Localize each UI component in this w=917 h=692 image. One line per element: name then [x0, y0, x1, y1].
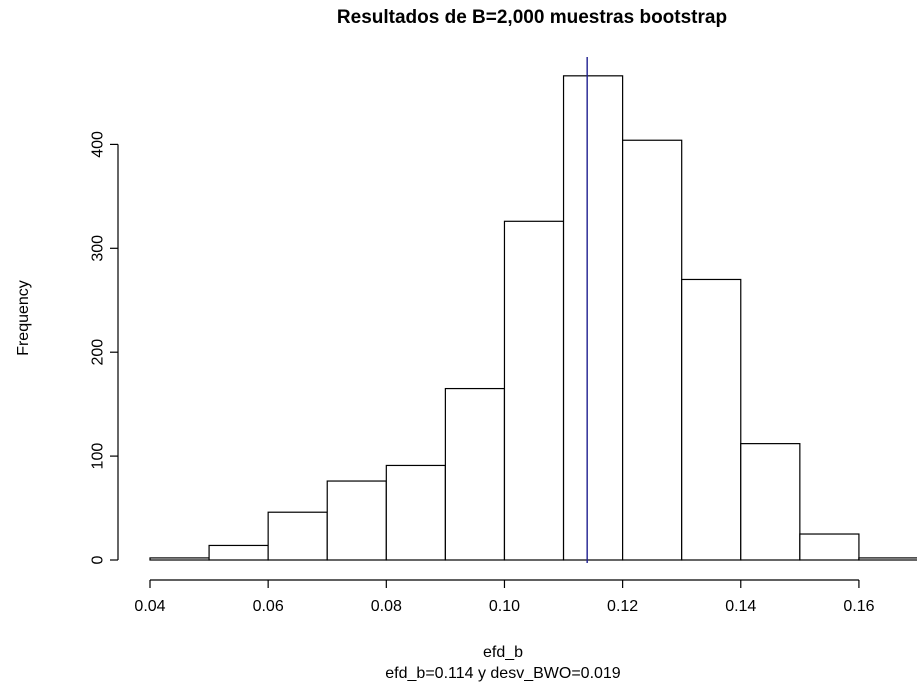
histogram-bar [208, 544, 269, 561]
histogram-bar [799, 533, 860, 561]
histogram-bar [858, 557, 917, 561]
bars-layer [149, 75, 917, 561]
histogram-bar [385, 464, 446, 561]
histogram-bar [562, 75, 624, 561]
x-tick-label: 0.08 [371, 598, 402, 615]
x-tick-label: 0.04 [134, 598, 165, 615]
histogram-bar [267, 511, 328, 561]
y-axis-label: Frequency [15, 280, 32, 356]
x-axis-label: efd_b [483, 644, 523, 661]
x-axis: 0.04 0.06 0.08 0.10 0.12 0.14 0.16 [134, 579, 875, 615]
histogram-bar [326, 480, 387, 561]
chart-title: Resultados de B=2,000 muestras bootstrap [337, 7, 727, 28]
histogram-bar [444, 387, 506, 561]
y-tick-label: 300 [90, 235, 107, 262]
y-tick-label: 0 [90, 555, 107, 564]
x-tick-label: 0.14 [725, 598, 756, 615]
y-axis: 0 100 200 300 400 [90, 131, 119, 564]
histogram-bar [503, 220, 565, 561]
histogram-bar [740, 443, 801, 561]
histogram-bar [622, 139, 683, 561]
y-tick-label: 400 [90, 131, 107, 158]
histogram-bar [149, 557, 210, 561]
x-tick-label: 0.12 [607, 598, 638, 615]
y-tick-label: 100 [90, 443, 107, 470]
x-tick-label: 0.16 [843, 598, 874, 615]
chart-subtitle: efd_b=0.114 y desv_BWO=0.019 [385, 665, 621, 682]
x-tick-label: 0.06 [253, 598, 284, 615]
histogram-bar [681, 278, 742, 561]
x-tick-label: 0.10 [489, 598, 520, 615]
y-tick-label: 200 [90, 339, 107, 366]
